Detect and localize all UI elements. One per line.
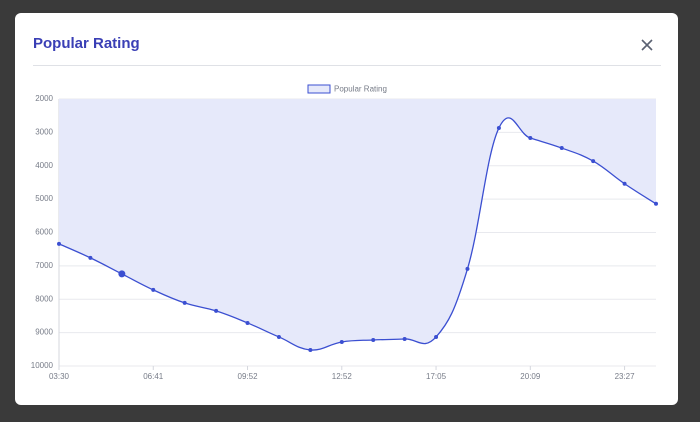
x-tick-label: 09:52 (238, 372, 259, 381)
point (654, 201, 658, 206)
modal-title: Popular Rating (33, 35, 140, 52)
point (245, 320, 250, 325)
x-tick-label: 12:52 (332, 372, 353, 381)
y-tick-label: 6000 (35, 228, 53, 237)
point (57, 241, 61, 246)
point (118, 270, 126, 278)
legend-label: Popular Rating (334, 85, 387, 94)
x-tick-label: 17:05 (426, 372, 447, 381)
point (434, 334, 439, 339)
line (58, 117, 657, 351)
point (339, 339, 344, 344)
y-tick-label: 8000 (35, 294, 53, 303)
point (402, 336, 407, 341)
point (528, 136, 533, 141)
y-tick-label: 9000 (35, 328, 53, 337)
y-tick-label: 7000 (35, 261, 53, 270)
point (182, 300, 187, 305)
point (308, 347, 313, 352)
point (276, 334, 281, 339)
x-tick-label: 23:27 (615, 372, 636, 381)
divider (33, 65, 661, 66)
close-button[interactable] (641, 39, 653, 51)
point (622, 181, 627, 186)
y-tick-label: 2000 (35, 94, 53, 103)
y-tick-label: 3000 (35, 127, 53, 136)
x-tick-label: 03:30 (49, 372, 70, 381)
point (151, 287, 156, 292)
point (559, 146, 564, 151)
x-tick-label: 20:09 (520, 372, 541, 381)
point (465, 266, 470, 271)
point (591, 159, 596, 164)
y-tick-label: 4000 (35, 161, 53, 170)
x-tick-label: 06:41 (143, 372, 164, 381)
point (214, 308, 219, 313)
point (496, 126, 501, 131)
point (88, 255, 93, 260)
y-tick-label: 5000 (35, 194, 53, 203)
legend-swatch (307, 84, 331, 94)
area (59, 99, 656, 351)
point (371, 337, 376, 342)
y-tick-label: 10000 (31, 361, 54, 370)
